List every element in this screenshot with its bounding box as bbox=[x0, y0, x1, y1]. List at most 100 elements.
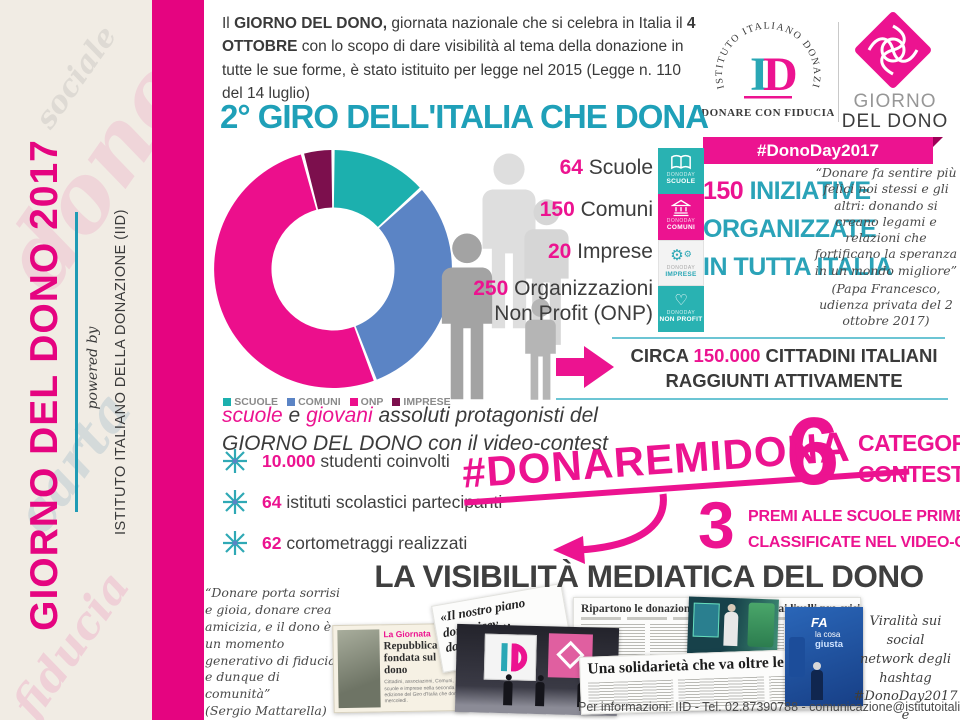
quote-author: (Papa Francesco, udienza privata del 2 o… bbox=[819, 280, 953, 329]
vertical-divider bbox=[75, 212, 78, 512]
social-line: network degli bbox=[859, 651, 952, 667]
iid-letter-d: D bbox=[763, 48, 798, 101]
stat-imprese: 20 Imprese bbox=[548, 240, 653, 264]
tv-presenter-silhouette bbox=[723, 611, 739, 647]
bullet-row: 62 cortometraggi realizzati bbox=[222, 530, 502, 556]
organization-name-vertical: ISTITUTO ITALIANO DELLA DONAZIONE (IID) bbox=[113, 209, 129, 535]
tv-screenshot-fa-la-cosa-giusta: FA la cosa giusta bbox=[785, 607, 863, 706]
powered-by-label: powered by bbox=[85, 326, 101, 410]
giorno-del-dono-diamond-icon bbox=[855, 12, 931, 88]
donut-segment-imprese bbox=[304, 150, 333, 210]
donut-segment-onp bbox=[214, 154, 374, 388]
stat-onp: 250 Organizzazioni Non Profit (ONP) bbox=[473, 276, 653, 326]
intro-bold: GIORNO DEL DONO, bbox=[234, 15, 388, 32]
tile-imprese: ⚙ ⚙ DONODAY IMPRESE bbox=[658, 240, 704, 286]
bullet-row: 10.000 studenti coinvolti bbox=[222, 448, 502, 474]
speaker-silhouette bbox=[503, 681, 513, 706]
protag-text: e bbox=[282, 404, 307, 427]
tile-label: NON PROFIT bbox=[659, 316, 703, 323]
curved-arrow-icon bbox=[553, 493, 667, 564]
pope-quote: “Donare fa sentire più felici noi stessi… bbox=[812, 165, 960, 330]
gdd-line2: DEL DONO bbox=[841, 110, 949, 132]
social-line: #DonoDay2017 e bbox=[853, 689, 958, 720]
intro-text: con lo scopo di dare visibilità al tema … bbox=[222, 38, 684, 102]
heart-icon: ♡ bbox=[674, 290, 688, 309]
quote-text: “Donare porta sorrisi e gioia, donare cr… bbox=[205, 585, 341, 702]
social-line: Viralità sui social bbox=[869, 614, 942, 648]
gears-icon: ⚙ ⚙ bbox=[670, 245, 692, 264]
bullet-label: cortometraggi realizzati bbox=[281, 532, 468, 553]
stat-label: Scuole bbox=[582, 156, 653, 179]
pope-photo bbox=[337, 629, 381, 709]
stat-scuole: 64 Scuole bbox=[560, 156, 653, 180]
legend-swatch bbox=[287, 398, 296, 406]
donoday-ribbon: #DonoDay2017 bbox=[703, 137, 933, 164]
tile-comuni: DONODAY COMUNI bbox=[658, 194, 704, 240]
stat-value: 250 bbox=[473, 277, 509, 300]
donut-segment-comuni bbox=[355, 190, 452, 380]
contest-prizes-label: PREMI ALLE SCUOLE PRIME CLASSIFICATE NEL… bbox=[748, 504, 960, 557]
logo-divider bbox=[838, 22, 839, 122]
tile-brand: DONODAY bbox=[666, 172, 696, 178]
mayor-sash bbox=[343, 658, 355, 688]
star-icon bbox=[223, 490, 247, 514]
tile-label: SCUOLE bbox=[666, 178, 696, 185]
contest-categories-number: 6 bbox=[786, 398, 840, 505]
premi-line2: CLASSIFICATE NEL VIDEO-CONTEST bbox=[748, 534, 960, 552]
bullet-number: 64 bbox=[262, 491, 282, 512]
protag-pink: scuole bbox=[222, 404, 283, 427]
legend-item: SCUOLE bbox=[223, 396, 278, 408]
tv-screenshot-studio bbox=[687, 596, 779, 657]
premi-line1: PREMI ALLE SCUOLE PRIME bbox=[748, 508, 960, 525]
legend-label: IMPRESE bbox=[403, 396, 451, 408]
tv-title-line: la cosa bbox=[815, 630, 841, 639]
tv-title-line: giusta bbox=[815, 639, 843, 650]
reach-line2: RAGGIUNTI ATTIVAMENTE bbox=[665, 369, 903, 391]
mattarella-quote: “Donare porta sorrisi e gioia, donare cr… bbox=[205, 585, 349, 720]
category-tiles: DONODAY SCUOLE DONODAY COMUNI ⚙ ⚙ DONODAY… bbox=[658, 148, 704, 332]
bullet-row: 64 istituti scolastici partecipanti bbox=[222, 489, 502, 515]
reach-pre: CIRCA bbox=[630, 345, 694, 366]
protag-text: assoluti protagonisti del bbox=[372, 404, 598, 427]
backdrop-d-shape bbox=[510, 643, 528, 672]
pink-accent-bar bbox=[152, 0, 204, 720]
bullet-number: 10.000 bbox=[262, 450, 316, 471]
book-icon bbox=[658, 152, 704, 172]
donut-segment-scuole bbox=[333, 150, 420, 227]
stat-value: 64 bbox=[559, 156, 583, 179]
legend-item: IMPRESE bbox=[392, 396, 451, 408]
legend-label: SCUOLE bbox=[234, 396, 279, 408]
left-sidebar: dono carta fiducia sociale GIORNO DEL DO… bbox=[0, 0, 152, 720]
giro-heading: 2° GIRO DELL'ITALIA CHE DONA bbox=[220, 98, 709, 135]
media-visibility-title: LA VISIBILITÀ MEDIATICA DEL DONO bbox=[374, 558, 924, 594]
tv-green-graphic bbox=[747, 602, 775, 648]
gdd-line1: GIORNO bbox=[853, 91, 937, 112]
quote-text: “Donare fa sentire più felici noi stessi… bbox=[814, 165, 958, 278]
star-icon bbox=[223, 531, 247, 555]
legend-swatch bbox=[223, 398, 232, 406]
iid-tagline: DONARE CON FIDUCIA bbox=[702, 107, 834, 119]
stat-value: 150 bbox=[539, 198, 575, 221]
legend-item: COMUNI bbox=[287, 396, 341, 408]
event-title-vertical: GIORNO DEL DONO 2017 bbox=[23, 139, 66, 631]
stat-comuni: 150 Comuni bbox=[540, 198, 653, 222]
intro-bold: 4 OTTOBRE bbox=[222, 15, 696, 56]
chart-legend: SCUOLE COMUNI ONP IMPRESE bbox=[212, 396, 462, 408]
initiatives-block: 150 INIZIATIVE ORGANIZZATE IN TUTTA ITAL… bbox=[703, 172, 903, 286]
stat-value: 20 bbox=[547, 240, 572, 263]
tv-graphic-panel bbox=[692, 602, 720, 638]
initiatives-line3: IN TUTTA ITALIA bbox=[703, 253, 893, 281]
news-body: Cittadini, associazioni, Comuni, scuole … bbox=[384, 678, 462, 705]
reach-banner: CIRCA 150.000 CITTADINI ITALIANI RAGGIUN… bbox=[616, 344, 952, 394]
tile-brand: DONODAY bbox=[666, 310, 696, 316]
legend-swatch bbox=[349, 398, 358, 406]
intro-paragraph: Il GIORNO DEL DONO, giornata nazionale c… bbox=[222, 12, 700, 105]
bullet-label: istituti scolastici partecipanti bbox=[281, 491, 503, 512]
initiatives-word: INIZIATIVE bbox=[743, 177, 871, 205]
intro-text: Il bbox=[222, 15, 235, 32]
ribbon-fold bbox=[933, 137, 943, 147]
separator-line bbox=[612, 337, 945, 339]
protag-line2: GIORNO DEL DONO con il video-contest bbox=[222, 432, 608, 456]
star-icon bbox=[223, 449, 247, 473]
